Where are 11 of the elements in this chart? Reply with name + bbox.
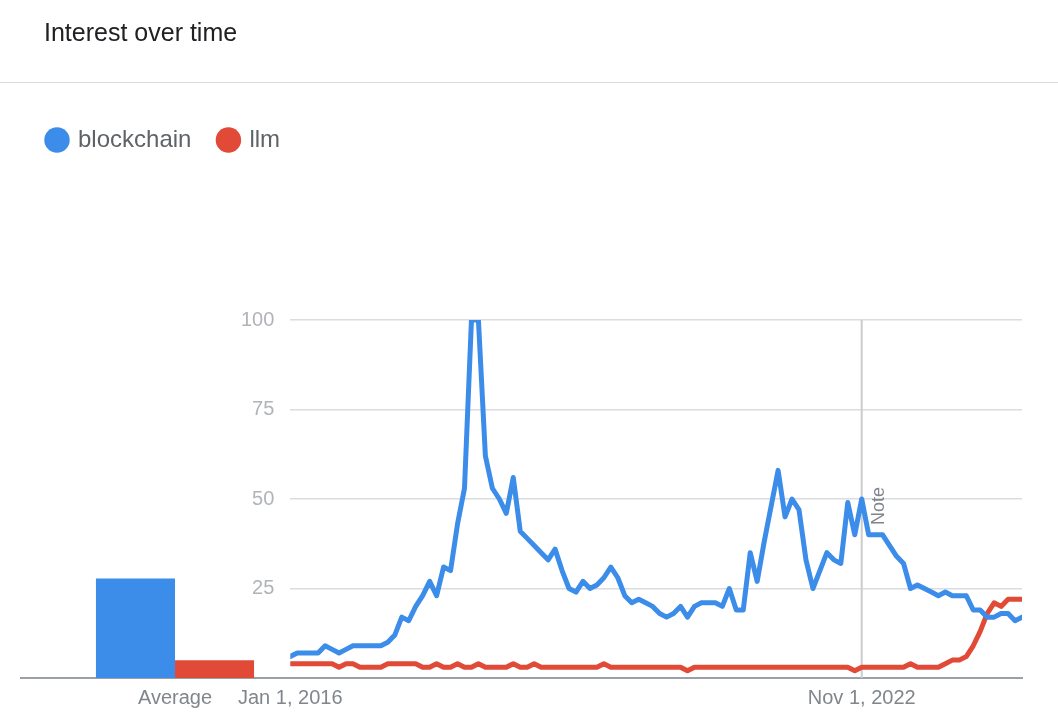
x-tick-label: Jan 1, 2016 (238, 685, 343, 708)
legend-label: blockchain (78, 124, 192, 152)
y-tick-label: 25 (252, 576, 275, 599)
x-tick-label: Nov 1, 2022 (807, 685, 916, 708)
y-tick-label: 100 (240, 307, 275, 330)
chart-title: Interest over time (44, 18, 238, 47)
x-tick-label: Average (137, 685, 213, 708)
y-tick-label: 75 (252, 397, 275, 420)
y-tick-label: 50 (252, 486, 275, 509)
legend-label: llm (249, 124, 281, 152)
ref-line-label: Note (867, 486, 888, 525)
